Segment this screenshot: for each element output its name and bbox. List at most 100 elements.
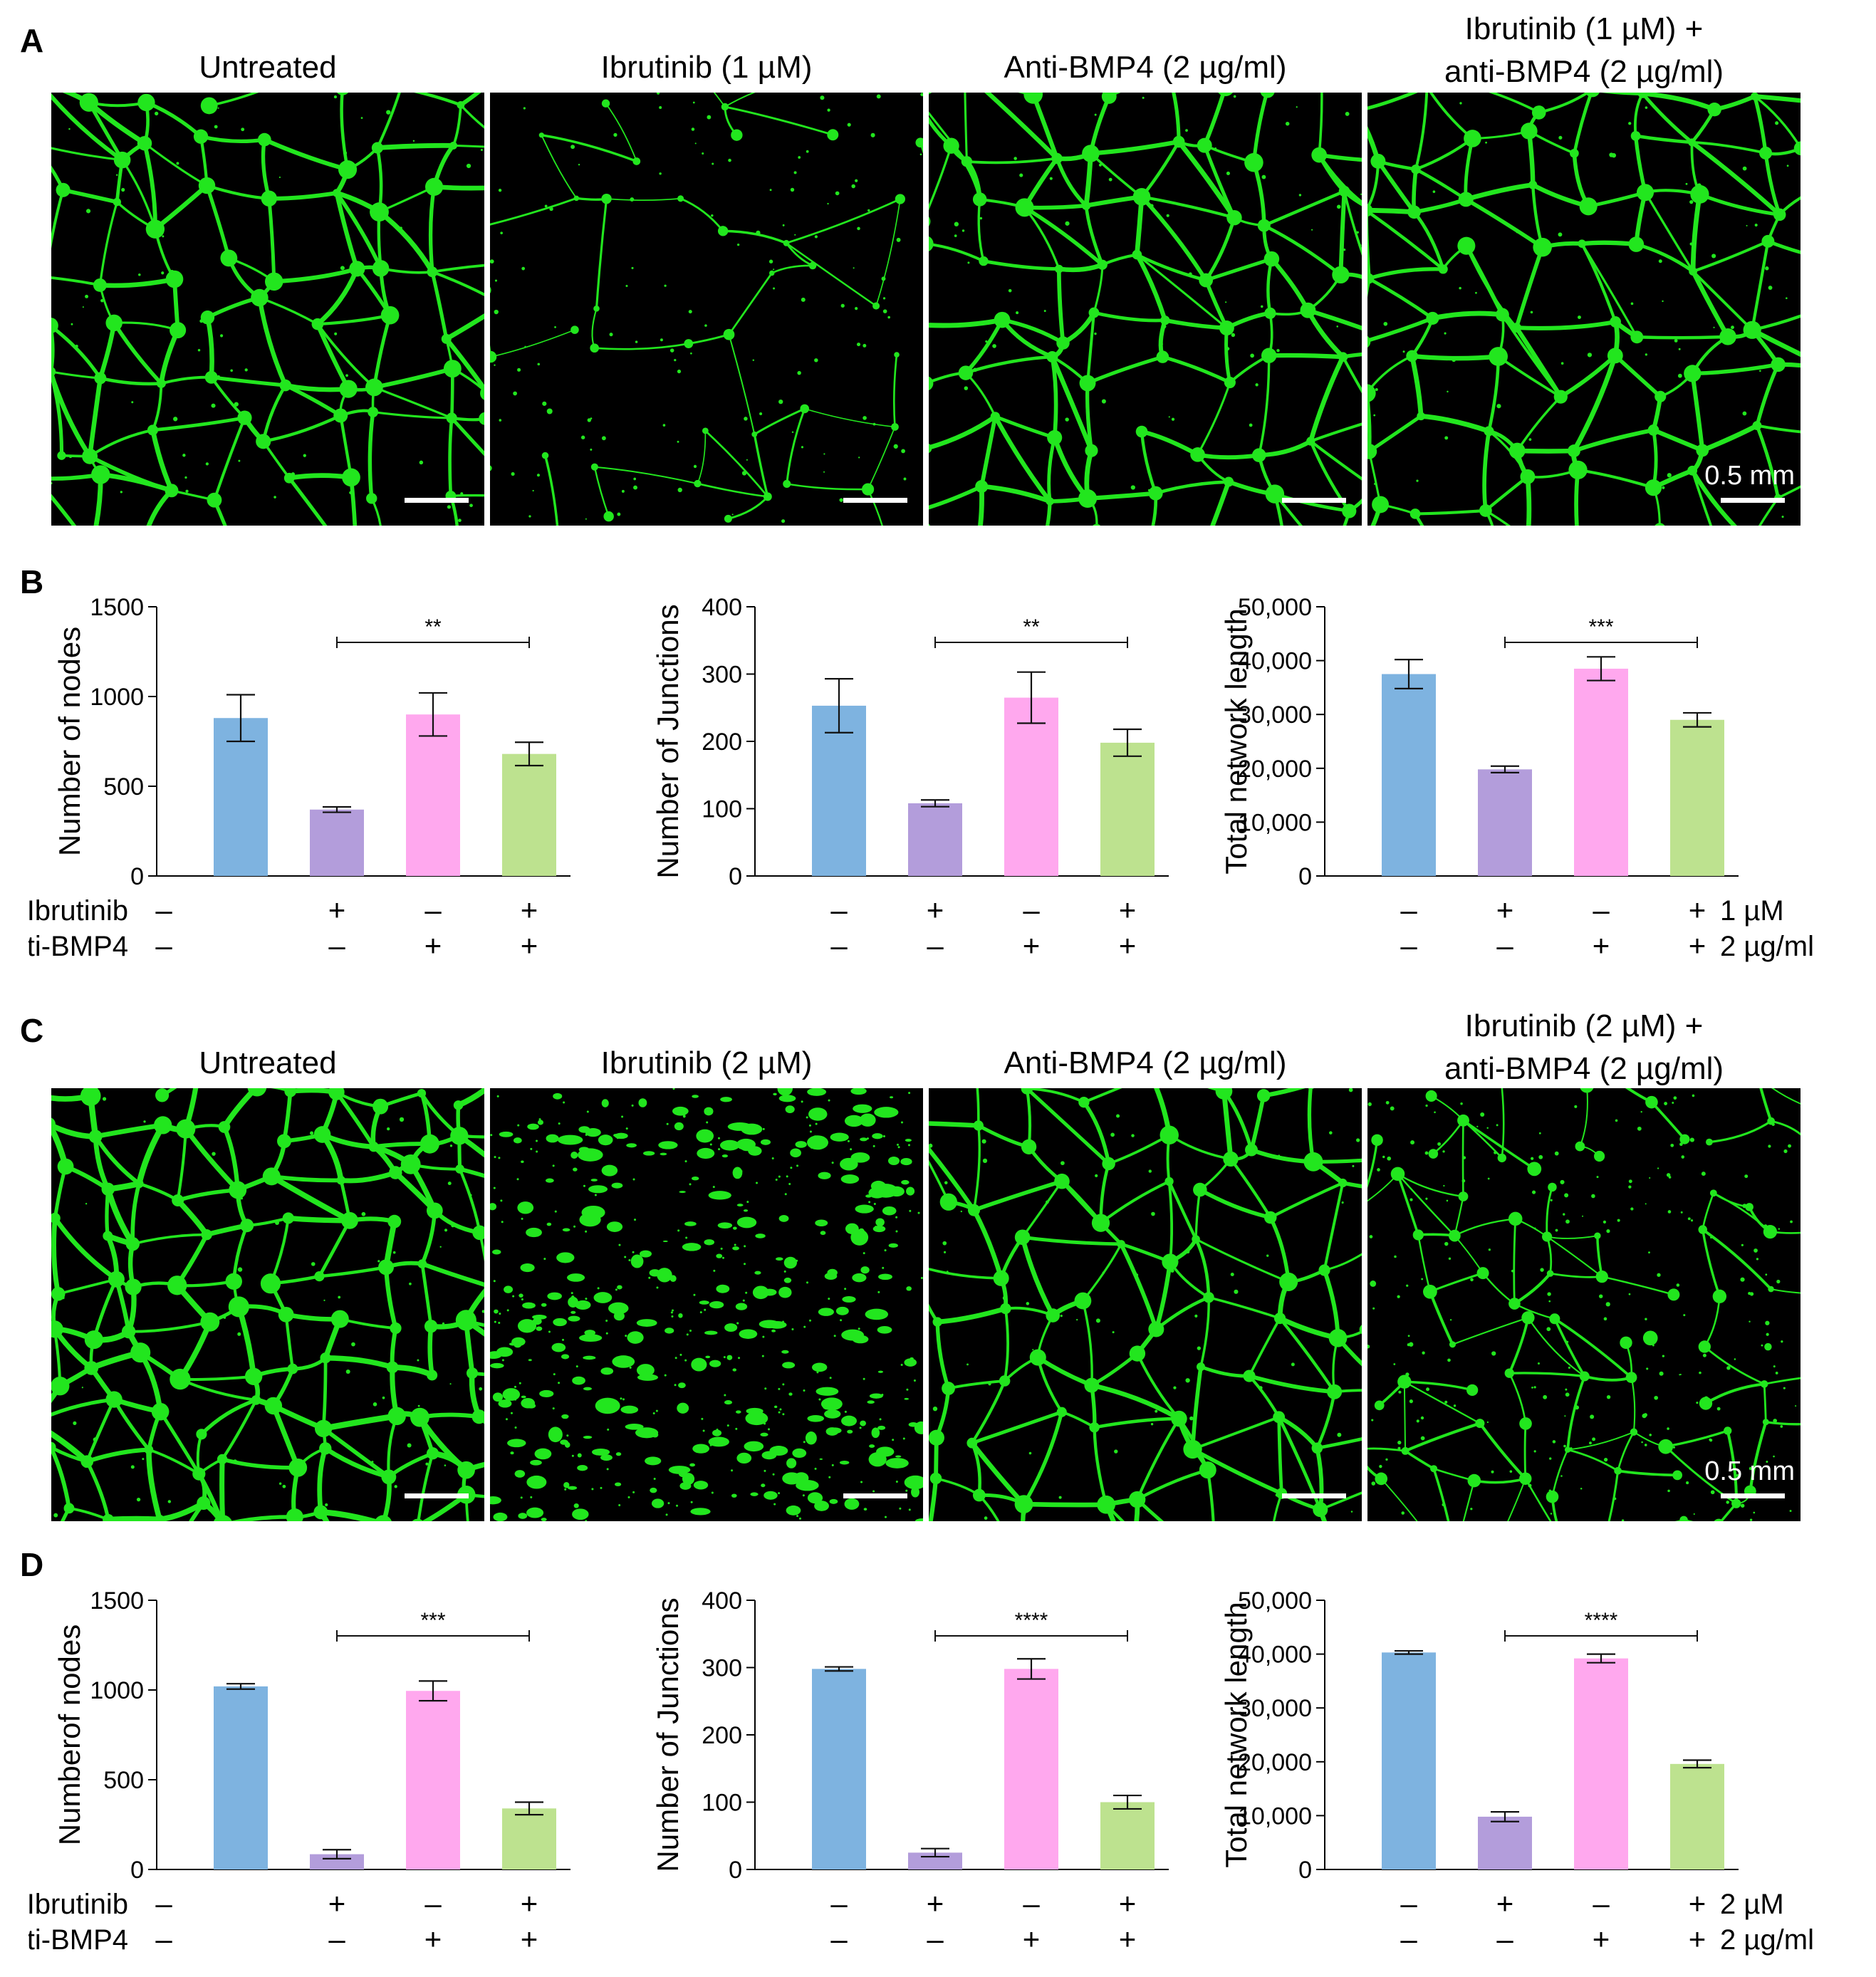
ibrutinib-sign: + [1689,1887,1706,1920]
anti-bmp4-sign: – [1496,929,1513,962]
image-title-anti-bmp4: Anti-BMP4 (2 µg/ml) [1004,1045,1287,1080]
scale-bar [1282,1493,1346,1498]
error-bar [1113,728,1142,757]
y-tick-label: 50,000 [1238,1587,1312,1615]
bar [1004,1669,1058,1869]
y-tick-label: 300 [702,662,742,689]
y-axis-label: Total network length [1219,1602,1253,1868]
y-tick-label: 1500 [90,594,144,621]
scale-bar [843,1493,907,1498]
bar [1670,1763,1724,1869]
image-title-combo-line2: anti-BMP4 (2 µg/ml) [1444,54,1724,89]
bar [1004,697,1058,876]
scale-bar [405,1493,469,1498]
panel-letter-b: B [20,563,44,600]
row-label-ibrutinib: Ibrutinib [28,1889,128,1920]
anti-bmp4-sign: + [1119,1922,1137,1956]
anti-bmp4-sign: + [521,929,538,962]
ibrutinib-sign: + [1119,1887,1137,1920]
error-bar [323,1849,351,1859]
error-bar [419,692,447,737]
error-bar [1683,711,1711,728]
anti-bmp4-sign: – [328,929,345,962]
error-bar [1491,1811,1519,1822]
error-bar [825,678,853,734]
y-tick-label: 0 [130,863,144,890]
row-label-ibrutinib: Ibrutinib [28,895,128,927]
anti-bmp4-sign: – [155,929,172,962]
y-tick-label: 20,000 [1238,756,1312,783]
scale-label: 0.5 mm [1704,461,1795,491]
ibrutinib-sign: – [424,893,442,927]
image-title-untreated: Untreated [199,50,337,85]
vessel-network-image [490,93,923,526]
error-bar [1587,1653,1615,1664]
y-axis-label: Numberof nodes [53,1624,86,1846]
y-tick-label: 300 [702,1655,742,1682]
ibrutinib-sign: – [1593,893,1610,927]
ibrutinib-sign: + [927,893,944,927]
micrograph-anti-bmp4 [929,1088,1362,1521]
ibrutinib-sign: – [1593,1887,1610,1920]
anti-bmp4-sign: – [1400,1922,1417,1956]
error-bar [1683,1759,1711,1769]
anti-bmp4-sign: + [1023,1922,1041,1956]
error-bar [1395,658,1423,690]
bar [1100,1802,1155,1869]
bar [406,714,460,876]
bar [812,1669,866,1869]
vessel-network-image [51,93,484,526]
anti-bmp4-dose-label: 2 µg/ml [1720,931,1814,962]
bar [406,1691,460,1869]
y-tick-label: 500 [103,773,144,800]
error-bar [1017,1658,1046,1680]
anti-bmp4-sign: – [155,1922,172,1956]
y-tick-label: 10,000 [1238,1803,1312,1830]
ibrutinib-sign: + [1689,893,1706,927]
row-label-anti-bmp4: Anti-BMP4 [28,1924,128,1956]
error-bar [1113,1794,1142,1810]
micrograph-untreated [51,93,484,526]
ibrutinib-sign: – [155,893,172,927]
bar [1382,1652,1436,1869]
significance-label: ** [1023,615,1040,639]
significance-bracket [336,637,530,648]
bar [1100,742,1155,876]
bar [310,809,364,876]
ibrutinib-sign: + [1496,893,1514,927]
ibrutinib-sign: + [1496,1887,1514,1920]
scale-bar [843,498,907,503]
bar [1478,1816,1532,1869]
significance-bracket [1504,637,1698,648]
y-tick-label: 0 [729,1857,742,1884]
anti-bmp4-sign: + [424,929,442,962]
ibrutinib-sign: – [1400,893,1417,927]
y-axis-label: Number of nodes [53,627,86,856]
y-tick-label: 50,000 [1238,594,1312,621]
significance-label: ** [424,615,442,639]
ibrutinib-sign: + [521,1887,538,1920]
anti-bmp4-sign: – [1400,929,1417,962]
anti-bmp4-sign: – [927,1922,944,1956]
image-title-combo-line2: anti-BMP4 (2 µg/ml) [1444,1051,1724,1086]
y-tick-label: 200 [702,1722,742,1749]
y-tick-label: 0 [130,1857,144,1884]
scale-bar [1282,498,1346,503]
significance-label: *** [420,1609,445,1632]
vessel-network-image [929,1088,1362,1521]
ibrutinib-sign: – [1023,1887,1040,1920]
error-bar [1395,1649,1423,1655]
anti-bmp4-sign: – [1496,1922,1513,1956]
error-bar [921,1847,949,1858]
anti-bmp4-sign: – [830,929,848,962]
bar [812,705,866,876]
panel-letter-a: A [20,22,44,59]
y-tick-label: 500 [103,1767,144,1794]
ibrutinib-sign: + [927,1887,944,1920]
anti-bmp4-sign: + [1023,929,1041,962]
image-title-untreated: Untreated [199,1045,337,1080]
